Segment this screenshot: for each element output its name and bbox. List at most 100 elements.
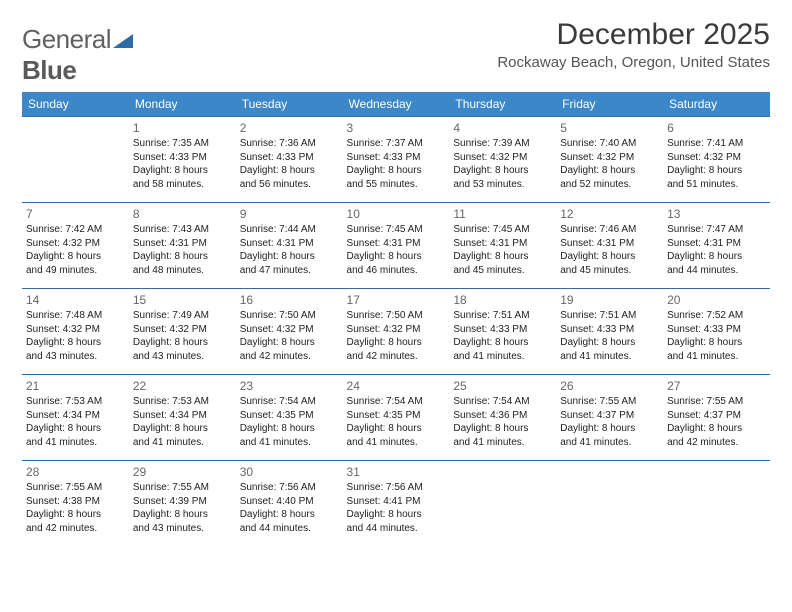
sunrise-line: Sunrise: 7:52 AM xyxy=(667,309,766,323)
daylight-line: Daylight: 8 hours xyxy=(240,336,339,350)
daylight-line: Daylight: 8 hours xyxy=(26,336,125,350)
sunrise-line: Sunrise: 7:40 AM xyxy=(560,137,659,151)
daylight-line: and 42 minutes. xyxy=(667,436,766,450)
calendar-day-cell: 20Sunrise: 7:52 AMSunset: 4:33 PMDayligh… xyxy=(663,289,770,375)
calendar-day-cell: 14Sunrise: 7:48 AMSunset: 4:32 PMDayligh… xyxy=(22,289,129,375)
calendar-day-cell: 25Sunrise: 7:54 AMSunset: 4:36 PMDayligh… xyxy=(449,375,556,461)
day-number: 1 xyxy=(133,120,232,136)
sunrise-line: Sunrise: 7:54 AM xyxy=(347,395,446,409)
sunrise-line: Sunrise: 7:51 AM xyxy=(453,309,552,323)
daylight-line: and 41 minutes. xyxy=(240,436,339,450)
sunset-line: Sunset: 4:31 PM xyxy=(347,237,446,251)
day-number: 15 xyxy=(133,292,232,308)
calendar-day-cell: 12Sunrise: 7:46 AMSunset: 4:31 PMDayligh… xyxy=(556,203,663,289)
sunrise-line: Sunrise: 7:53 AM xyxy=(26,395,125,409)
daylight-line: Daylight: 8 hours xyxy=(240,422,339,436)
calendar-day-cell: 8Sunrise: 7:43 AMSunset: 4:31 PMDaylight… xyxy=(129,203,236,289)
daylight-line: Daylight: 8 hours xyxy=(240,250,339,264)
sunrise-line: Sunrise: 7:41 AM xyxy=(667,137,766,151)
sunset-line: Sunset: 4:37 PM xyxy=(667,409,766,423)
daylight-line: Daylight: 8 hours xyxy=(133,422,232,436)
calendar-body: 1Sunrise: 7:35 AMSunset: 4:33 PMDaylight… xyxy=(22,117,770,547)
day-header: Saturday xyxy=(663,92,770,117)
sunset-line: Sunset: 4:31 PM xyxy=(133,237,232,251)
sunset-line: Sunset: 4:40 PM xyxy=(240,495,339,509)
day-number: 13 xyxy=(667,206,766,222)
sunrise-line: Sunrise: 7:51 AM xyxy=(560,309,659,323)
sunrise-line: Sunrise: 7:45 AM xyxy=(347,223,446,237)
sunrise-line: Sunrise: 7:44 AM xyxy=(240,223,339,237)
sunrise-line: Sunrise: 7:47 AM xyxy=(667,223,766,237)
daylight-line: Daylight: 8 hours xyxy=(667,164,766,178)
sunset-line: Sunset: 4:34 PM xyxy=(133,409,232,423)
location-subtitle: Rockaway Beach, Oregon, United States xyxy=(497,54,770,71)
day-number: 18 xyxy=(453,292,552,308)
sunrise-line: Sunrise: 7:55 AM xyxy=(133,481,232,495)
daylight-line: Daylight: 8 hours xyxy=(133,164,232,178)
sunset-line: Sunset: 4:33 PM xyxy=(240,151,339,165)
day-number: 26 xyxy=(560,378,659,394)
sunset-line: Sunset: 4:31 PM xyxy=(560,237,659,251)
brand-part2: Blue xyxy=(22,55,76,85)
daylight-line: and 46 minutes. xyxy=(347,264,446,278)
calendar-day-cell: 6Sunrise: 7:41 AMSunset: 4:32 PMDaylight… xyxy=(663,117,770,203)
calendar-day-cell: 11Sunrise: 7:45 AMSunset: 4:31 PMDayligh… xyxy=(449,203,556,289)
calendar-week-row: 7Sunrise: 7:42 AMSunset: 4:32 PMDaylight… xyxy=(22,203,770,289)
daylight-line: and 41 minutes. xyxy=(560,350,659,364)
daylight-line: and 44 minutes. xyxy=(667,264,766,278)
daylight-line: and 42 minutes. xyxy=(26,522,125,536)
calendar-day-cell: 21Sunrise: 7:53 AMSunset: 4:34 PMDayligh… xyxy=(22,375,129,461)
daylight-line: and 41 minutes. xyxy=(453,350,552,364)
daylight-line: Daylight: 8 hours xyxy=(453,164,552,178)
daylight-line: Daylight: 8 hours xyxy=(26,422,125,436)
calendar-day-cell: 2Sunrise: 7:36 AMSunset: 4:33 PMDaylight… xyxy=(236,117,343,203)
sunrise-line: Sunrise: 7:54 AM xyxy=(453,395,552,409)
sunset-line: Sunset: 4:35 PM xyxy=(347,409,446,423)
daylight-line: and 58 minutes. xyxy=(133,178,232,192)
sunset-line: Sunset: 4:31 PM xyxy=(667,237,766,251)
brand-logo: General Blue xyxy=(22,24,133,86)
calendar-day-cell: 24Sunrise: 7:54 AMSunset: 4:35 PMDayligh… xyxy=(343,375,450,461)
calendar-day-cell: 1Sunrise: 7:35 AMSunset: 4:33 PMDaylight… xyxy=(129,117,236,203)
daylight-line: and 43 minutes. xyxy=(26,350,125,364)
daylight-line: Daylight: 8 hours xyxy=(133,336,232,350)
day-number: 4 xyxy=(453,120,552,136)
sunrise-line: Sunrise: 7:55 AM xyxy=(26,481,125,495)
daylight-line: and 45 minutes. xyxy=(560,264,659,278)
day-number: 6 xyxy=(667,120,766,136)
day-number: 22 xyxy=(133,378,232,394)
day-number: 28 xyxy=(26,464,125,480)
brand-part1: General xyxy=(22,24,111,54)
calendar-day-cell: 28Sunrise: 7:55 AMSunset: 4:38 PMDayligh… xyxy=(22,461,129,547)
daylight-line: Daylight: 8 hours xyxy=(133,508,232,522)
sunset-line: Sunset: 4:31 PM xyxy=(453,237,552,251)
sunset-line: Sunset: 4:33 PM xyxy=(453,323,552,337)
daylight-line: Daylight: 8 hours xyxy=(560,336,659,350)
daylight-line: Daylight: 8 hours xyxy=(240,164,339,178)
calendar-week-row: 28Sunrise: 7:55 AMSunset: 4:38 PMDayligh… xyxy=(22,461,770,547)
calendar-day-cell: 18Sunrise: 7:51 AMSunset: 4:33 PMDayligh… xyxy=(449,289,556,375)
daylight-line: Daylight: 8 hours xyxy=(453,422,552,436)
day-number: 3 xyxy=(347,120,446,136)
month-title: December 2025 xyxy=(497,18,770,52)
sunset-line: Sunset: 4:34 PM xyxy=(26,409,125,423)
calendar-day-cell: 27Sunrise: 7:55 AMSunset: 4:37 PMDayligh… xyxy=(663,375,770,461)
calendar-day-cell: 10Sunrise: 7:45 AMSunset: 4:31 PMDayligh… xyxy=(343,203,450,289)
calendar-day-cell: 16Sunrise: 7:50 AMSunset: 4:32 PMDayligh… xyxy=(236,289,343,375)
day-number: 29 xyxy=(133,464,232,480)
sunrise-line: Sunrise: 7:50 AM xyxy=(240,309,339,323)
daylight-line: and 41 minutes. xyxy=(560,436,659,450)
sunrise-line: Sunrise: 7:37 AM xyxy=(347,137,446,151)
sunset-line: Sunset: 4:32 PM xyxy=(667,151,766,165)
brand-name: General Blue xyxy=(22,24,133,86)
sunrise-line: Sunrise: 7:42 AM xyxy=(26,223,125,237)
day-number: 20 xyxy=(667,292,766,308)
day-number: 30 xyxy=(240,464,339,480)
daylight-line: and 51 minutes. xyxy=(667,178,766,192)
calendar-day-cell: 31Sunrise: 7:56 AMSunset: 4:41 PMDayligh… xyxy=(343,461,450,547)
daylight-line: Daylight: 8 hours xyxy=(453,250,552,264)
calendar-day-cell: 17Sunrise: 7:50 AMSunset: 4:32 PMDayligh… xyxy=(343,289,450,375)
daylight-line: and 42 minutes. xyxy=(240,350,339,364)
sunset-line: Sunset: 4:33 PM xyxy=(667,323,766,337)
brand-triangle-icon xyxy=(113,24,133,54)
